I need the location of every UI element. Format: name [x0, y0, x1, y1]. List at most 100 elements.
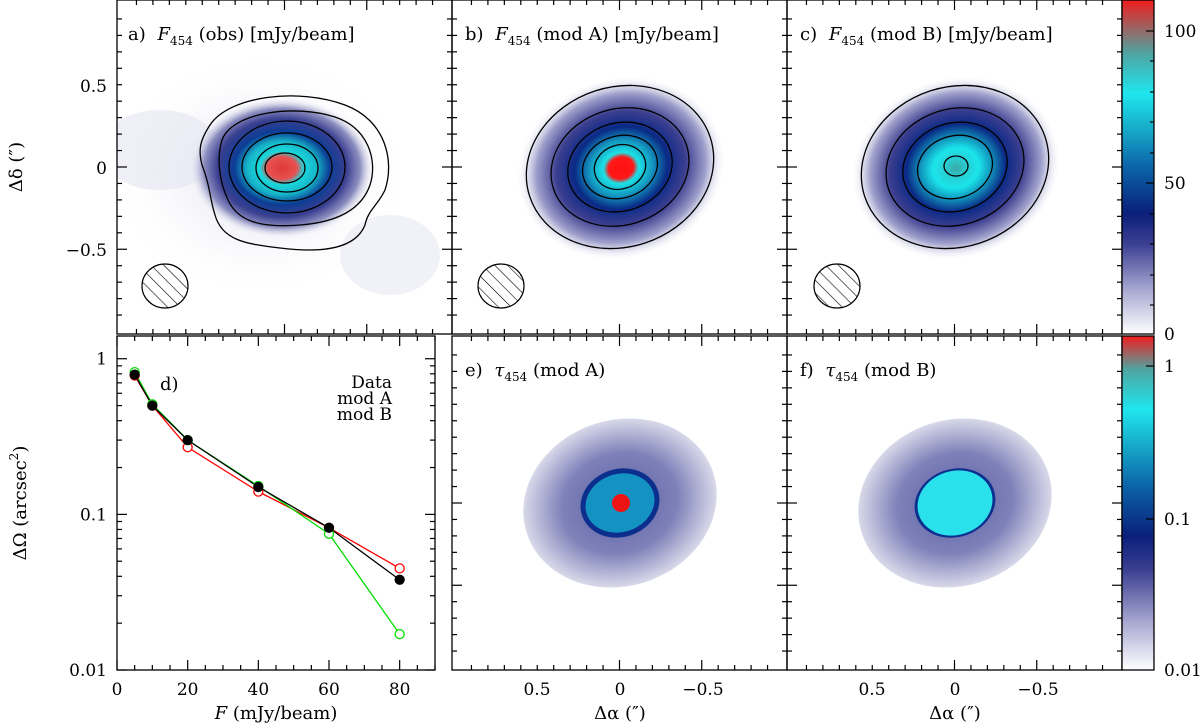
panel-b-contour-2 — [550, 107, 690, 227]
point-data — [253, 481, 264, 493]
panel-f — [858, 418, 1052, 588]
panel-c-contour-2 — [885, 107, 1025, 227]
panel-a-beam — [141, 263, 189, 309]
title-c: c) F454 (mod B) [mJy/beam] — [800, 24, 1053, 48]
title-b-rest: (mod A) [mJy/beam] — [531, 24, 719, 45]
panel-a-contour-4 — [241, 132, 333, 202]
ra-tick-e-1: 0.5 — [523, 680, 550, 700]
x-tick-label: 0 — [112, 680, 123, 700]
panel-c-contour-3 — [902, 121, 1008, 213]
panel-e-tau-core — [612, 494, 630, 512]
flux-label-var: F — [214, 703, 229, 724]
y-tick-label: 0.1 — [80, 505, 107, 525]
title-f-letter: f) — [800, 360, 814, 381]
point-mod-b — [394, 628, 405, 640]
colorbar-ticks — [1146, 30, 1154, 520]
title-c-sub: 454 — [841, 34, 864, 48]
flux-label-unit: (mJy/beam) — [227, 703, 337, 724]
panel-f-tau-inner — [917, 470, 993, 536]
panel-c-contour-4 — [916, 134, 994, 200]
title-c-quantity: F — [828, 24, 843, 45]
colorbar-flux-tick-100: 100 — [1164, 22, 1196, 42]
ra-tick-e-3: −0.5 — [682, 680, 723, 700]
x-tick-label: 20 — [177, 680, 199, 700]
ra-label-f: Δα (″) — [929, 703, 981, 724]
dec-axis-label: Δδ (″) — [6, 142, 27, 192]
title-c-letter: c) — [800, 24, 817, 45]
panel-a-halo-patch2 — [340, 215, 440, 295]
panel-c — [813, 76, 1060, 309]
panel-e — [523, 418, 717, 588]
title-f-rest: (mod B) — [858, 360, 936, 381]
panel-a-emission — [190, 98, 374, 238]
panel-a-contour-2 — [218, 110, 374, 227]
point-data — [129, 369, 140, 380]
ra-tick-f-3: −0.5 — [1017, 680, 1058, 700]
colorbar-flux-tick-50: 50 — [1164, 174, 1186, 194]
title-f-quantity: τ — [825, 360, 836, 381]
ra-tick-e-2: 0 — [615, 680, 626, 700]
title-e-quantity: τ — [494, 360, 505, 381]
colorbar-tau-tick-0.1: 0.1 — [1164, 510, 1191, 530]
panel-a-contour-1 — [199, 95, 390, 251]
omega-label-sup: 2 — [7, 453, 21, 461]
title-b: b) F454 (mod A) [mJy/beam] — [465, 24, 719, 48]
panel-b-contour-5 — [593, 143, 647, 191]
omega-label-main: ΔΩ (arcsec — [10, 460, 31, 560]
ra-tick-f-1: 0.5 — [858, 680, 885, 700]
title-d: d) — [160, 374, 179, 395]
ra-label-e: Δα (″) — [594, 703, 646, 724]
point-data — [323, 522, 335, 533]
title-b-quantity: F — [494, 24, 509, 45]
omega-label-end: ) — [10, 446, 31, 453]
title-b-sub: 454 — [508, 34, 531, 48]
omega-axis-label: ΔΩ (arcsec2) — [7, 446, 31, 561]
panel-a-contour-6 — [264, 152, 306, 184]
colorbar-tau-tick-1: 1 — [1164, 357, 1175, 377]
title-e-rest: (mod A) — [527, 360, 605, 381]
panel-b — [477, 76, 725, 309]
y-tick-label: 1 — [96, 350, 107, 370]
colorbar-tau-tick-0.01: 0.01 — [1164, 661, 1200, 681]
title-f: f) τ454 (mod B) — [800, 360, 936, 384]
x-tick-label: 60 — [318, 680, 340, 700]
point-data — [182, 434, 193, 446]
title-e-sub: 454 — [504, 370, 527, 384]
legend-mod-a: mod A — [337, 389, 393, 409]
panel-b-contour-4 — [581, 134, 659, 200]
title-a-rest: (obs) [mJy/beam] — [193, 24, 355, 45]
panel-b-emission — [517, 76, 725, 260]
colorbar-tau — [1121, 335, 1155, 671]
flux-axis-label: F (mJy/beam) — [214, 703, 338, 724]
colorbar-flux — [1121, 0, 1155, 335]
title-f-sub: 454 — [835, 370, 858, 384]
point-mod-a — [394, 563, 405, 574]
point-data — [147, 400, 158, 411]
title-a: a) F454 (obs) [mJy/beam] — [128, 24, 355, 48]
point-data — [394, 574, 405, 585]
panel-c-emission — [852, 76, 1060, 260]
x-tick-label: 40 — [248, 680, 270, 700]
panel-a-contour-5 — [255, 143, 319, 193]
panel-c-beam — [813, 263, 861, 309]
x-tick-label: 80 — [389, 680, 411, 700]
panel-a — [117, 50, 440, 309]
colorbar-flux-tick-0: 0 — [1164, 325, 1175, 345]
title-a-sub: 454 — [170, 34, 193, 48]
title-e: e) τ454 (mod A) — [465, 360, 605, 384]
dec-tick-2: 0 — [96, 159, 107, 179]
title-c-rest: (mod B) [mJy/beam] — [864, 24, 1052, 45]
title-b-letter: b) — [465, 24, 484, 45]
ra-tick-f-2: 0 — [950, 680, 961, 700]
panel-c-contour-1 — [860, 84, 1050, 250]
panel-b-contour-1 — [525, 84, 715, 250]
legend-data: Data — [351, 373, 392, 393]
title-a-letter: a) — [128, 24, 146, 45]
panel-b-beam — [477, 263, 525, 309]
y-tick-label: 0.01 — [69, 661, 107, 681]
panel-a-contour-3 — [228, 120, 346, 214]
dec-tick-1: 0.5 — [80, 77, 107, 97]
legend-mod-b: mod B — [337, 405, 392, 425]
